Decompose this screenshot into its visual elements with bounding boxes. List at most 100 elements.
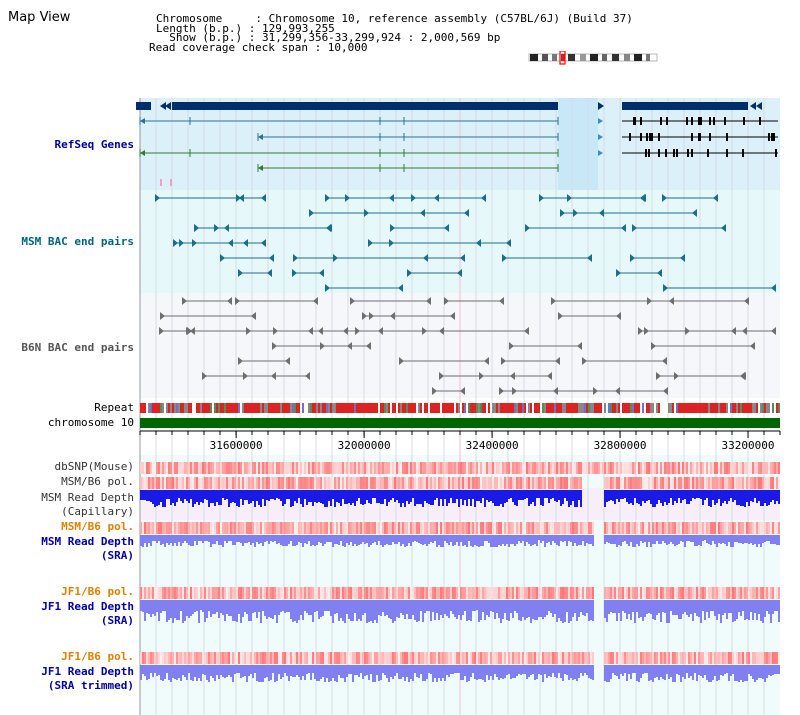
- jf1-b6-pol2-cell: [316, 652, 318, 664]
- msm-depth-sra-bar: [406, 535, 408, 546]
- jf1-b6-pol-cell: [402, 587, 404, 599]
- b6n-bac-pair-end: [662, 357, 667, 365]
- dbsnp-cell: [256, 462, 258, 474]
- jf1-b6-pol2-cell: [150, 652, 152, 664]
- repeat-segment: [284, 403, 286, 413]
- jf1-depth-trim-bar: [334, 665, 336, 681]
- repeat-segment: [774, 403, 776, 413]
- repeat-segment: [566, 403, 568, 413]
- msm-bac-pair-end: [155, 194, 160, 202]
- msm-depth-sra-bar: [434, 535, 436, 541]
- msm-depth-sra-bar: [678, 535, 680, 544]
- jf1-depth-trim-bar: [646, 665, 648, 673]
- dbsnp-cell: [550, 462, 552, 474]
- jf1-b6-pol2-cell: [342, 652, 344, 664]
- jf1-b6-pol2-cell: [626, 652, 628, 664]
- msm-depth-cap-bar: [674, 490, 676, 501]
- repeat-segment: [160, 403, 162, 413]
- dbsnp-cell: [344, 462, 346, 474]
- jf1-b6-pol-cell: [202, 587, 204, 599]
- msm-depth-cap-bar: [614, 490, 616, 504]
- msm-depth-cap-bar: [430, 490, 432, 505]
- b6n-bac-pair-end: [499, 297, 504, 305]
- gene-exon: [651, 133, 653, 141]
- jf1-b6-pol2-cell: [696, 652, 698, 664]
- msm-b6-pol-cell: [306, 477, 308, 489]
- jf1-b6-pol-cell: [422, 587, 424, 599]
- msm-b6-pol2-cell: [324, 522, 326, 534]
- msm-depth-cap-bar: [162, 490, 164, 507]
- dbsnp-cell: [722, 462, 724, 474]
- jf1-depth-sra-bar: [668, 600, 670, 623]
- tracks-panel[interactable]: 31600000 32000000 32400000 32800000 33200000: [0, 95, 800, 715]
- msm-b6-pol2-cell: [764, 522, 766, 534]
- dbsnp-cell: [614, 462, 616, 474]
- msm-depth-cap-bar: [228, 490, 230, 507]
- msm-depth-sra-bar: [236, 535, 238, 542]
- msm-depth-sra-bar: [316, 535, 318, 545]
- dbsnp-cell: [432, 462, 434, 474]
- repeat-segment: [480, 403, 482, 413]
- dbsnp-cell: [246, 462, 248, 474]
- gene-exon: [649, 133, 651, 141]
- msm-b6-pol2-cell: [446, 522, 448, 534]
- msm-b6-pol2-cell: [218, 522, 220, 534]
- msm-depth-sra-bar: [668, 535, 670, 544]
- jf1-depth-trim-bar: [264, 665, 266, 678]
- msm-depth-sra-bar: [210, 535, 212, 547]
- jf1-b6-pol-cell: [418, 587, 420, 599]
- msm-b6-pol2-cell: [620, 522, 622, 534]
- jf1-b6-pol2-cell: [756, 652, 758, 664]
- msm-b6-pol2-cell: [292, 522, 294, 534]
- msm-depth-cap-bar: [672, 490, 674, 505]
- msm-depth-sra-bar: [222, 535, 224, 547]
- msm-b6-pol2-cell: [604, 522, 606, 534]
- jf1-b6-pol-cell: [444, 587, 446, 599]
- repeat-segment: [720, 403, 722, 413]
- msm-depth-sra-bar: [702, 535, 704, 541]
- msm-depth-cap-bar: [322, 490, 324, 504]
- jf1-b6-pol2-cell: [588, 652, 590, 664]
- jf1-depth-trim-bar: [166, 665, 168, 673]
- msm-b6-pol-cell: [252, 477, 254, 489]
- jf1-b6-pol-cell: [652, 587, 654, 599]
- msm-depth-sra-bar: [422, 535, 424, 545]
- jf1-depth-trim-bar: [654, 665, 656, 678]
- jf1-b6-pol-cell: [218, 587, 220, 599]
- jf1-b6-pol-cell: [732, 587, 734, 599]
- jf1-depth-trim-bar: [744, 665, 746, 681]
- msm-b6-pol-cell: [696, 477, 698, 489]
- msm-depth-sra-bar: [330, 535, 332, 542]
- msm-b6-pol-cell: [168, 477, 170, 489]
- msm-b6-pol-cell: [562, 477, 564, 489]
- repeat-segment: [406, 403, 408, 413]
- msm-depth-sra-bar: [304, 535, 306, 543]
- repeat-segment: [408, 403, 410, 413]
- jf1-b6-pol-cell: [566, 587, 568, 599]
- dbsnp-cell: [708, 462, 710, 474]
- repeat-segment: [458, 403, 460, 413]
- jf1-depth-sra-bar: [220, 600, 222, 613]
- jf1-b6-pol2-cell: [524, 652, 526, 664]
- jf1-depth-sra-bar: [622, 600, 624, 611]
- jf1-depth-sra-bar: [496, 600, 498, 613]
- msm-b6-pol2-cell: [382, 522, 384, 534]
- msm-b6-pol-cell: [338, 477, 340, 489]
- msm-b6-pol2-cell: [748, 522, 750, 534]
- msm-b6-pol-cell: [148, 477, 150, 489]
- msm-depth-cap-bar: [288, 490, 290, 499]
- dbsnp-cell: [280, 462, 282, 474]
- jf1-b6-pol-cell: [546, 587, 548, 599]
- chromosome-ideogram[interactable]: [528, 51, 660, 65]
- jf1-depth-sra-bar: [284, 600, 286, 613]
- msm-b6-pol2-cell: [258, 522, 260, 534]
- jf1-b6-pol2-cell: [444, 652, 446, 664]
- msm-b6-pol-cell: [514, 477, 516, 489]
- repeat-segment: [232, 403, 234, 413]
- jf1-b6-pol2-cell: [298, 652, 300, 664]
- msm-b6-pol2-cell: [502, 522, 504, 534]
- jf1-b6-pol2-cell: [266, 652, 268, 664]
- jf1-depth-sra-bar: [464, 600, 466, 611]
- dbsnp-cell: [404, 462, 406, 474]
- msm-depth-sra-bar: [510, 535, 512, 544]
